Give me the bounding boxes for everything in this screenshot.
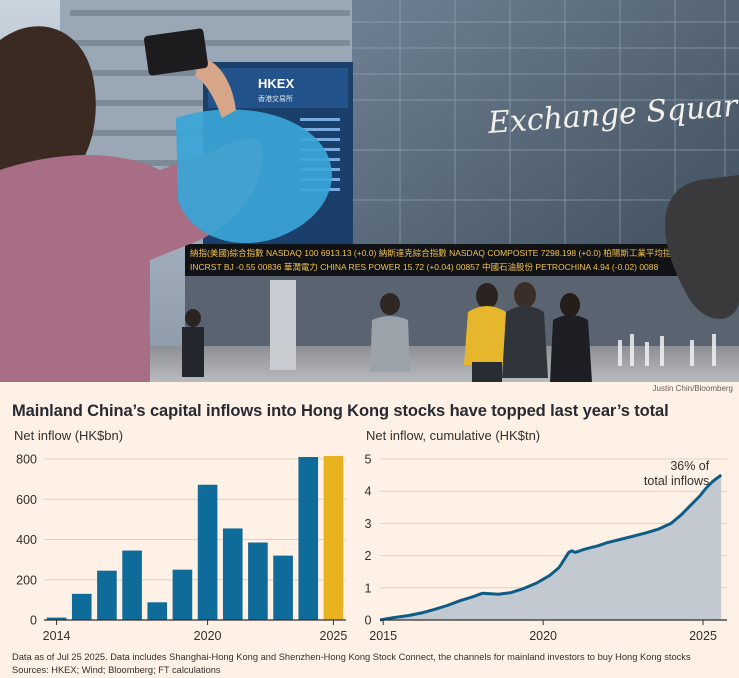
area-y-tick-label: 4 — [365, 485, 372, 499]
photo-credit: Justin Chin/Bloomberg — [652, 384, 733, 393]
footnote-sources: Sources: HKEX; Wind; Bloomberg; FT calcu… — [12, 664, 221, 675]
cumulative-line — [379, 473, 723, 622]
bar-2018 — [147, 602, 168, 620]
bar-y-tick-label: 0 — [30, 614, 37, 628]
area-y-tick-label: 1 — [365, 581, 372, 595]
area-chart-title: Net inflow, cumulative (HK$tn) — [366, 428, 541, 443]
hkex-subtitle: 香港交易所 — [258, 94, 293, 103]
area-x-tick-label: 2015 — [369, 629, 397, 643]
phone — [144, 28, 208, 76]
bar-2020 — [197, 484, 218, 620]
annotation-line-1: 36% of — [670, 459, 709, 473]
bar-2014 — [46, 617, 67, 620]
cumulative-area — [380, 475, 722, 620]
footnote: Data as of Jul 25 2025. Data includes Sh… — [12, 651, 737, 676]
bar-2025 — [323, 455, 344, 620]
area-y-tick-label: 0 — [365, 614, 372, 628]
bar-2023 — [273, 555, 293, 620]
hkex-logo: HKEX — [258, 76, 294, 91]
blue-bag — [176, 109, 332, 244]
bar-y-tick-label: 600 — [16, 493, 37, 507]
bar-x-tick-label: 2014 — [43, 629, 71, 643]
bar-2022 — [248, 542, 268, 620]
bar-2017 — [122, 550, 142, 620]
bar-y-tick-label: 800 — [16, 453, 37, 467]
bar-x-tick-label: 2025 — [320, 629, 348, 643]
area-x-tick-label: 2020 — [529, 629, 557, 643]
area-y-tick-label: 3 — [365, 517, 372, 531]
bar-2016 — [97, 570, 117, 620]
footnote-data-note: Data as of Jul 25 2025. Data includes Sh… — [12, 652, 691, 662]
bar-2021 — [222, 528, 243, 620]
news-photo: Exchange Square HKEX 香港交易所 納指(美國)綜合指數 NA… — [0, 0, 739, 382]
area-y-tick-label: 2 — [365, 549, 372, 563]
ticker-row-1: 納指(美國)綜合指數 NASDAQ 100 6913.13 (+0.0) 納斯達… — [190, 248, 680, 258]
annotation-line-2: total inflows — [644, 474, 709, 488]
bar-2024 — [298, 456, 319, 620]
bar-2015 — [71, 593, 92, 620]
bar-2019 — [172, 569, 193, 620]
photo-illustration: Exchange Square HKEX 香港交易所 納指(美國)綜合指數 NA… — [0, 0, 739, 382]
bar-x-tick-label: 2020 — [194, 629, 222, 643]
bar-y-tick-label: 400 — [16, 533, 37, 547]
area-y-tick-label: 5 — [365, 453, 372, 467]
area-x-tick-label: 2025 — [689, 629, 717, 643]
stock-ticker — [185, 244, 739, 276]
headline: Mainland China’s capital inflows into Ho… — [12, 402, 669, 420]
bar-y-tick-label: 200 — [16, 573, 37, 587]
bar-chart-title: Net inflow (HK$bn) — [14, 428, 124, 443]
ticker-row-2: INCRST BJ -0.55 00836 華潤電力 CHINA RES POW… — [190, 262, 659, 272]
bar-chart: 0 200 400 600 800 2014 2020 2025 — [16, 453, 347, 644]
